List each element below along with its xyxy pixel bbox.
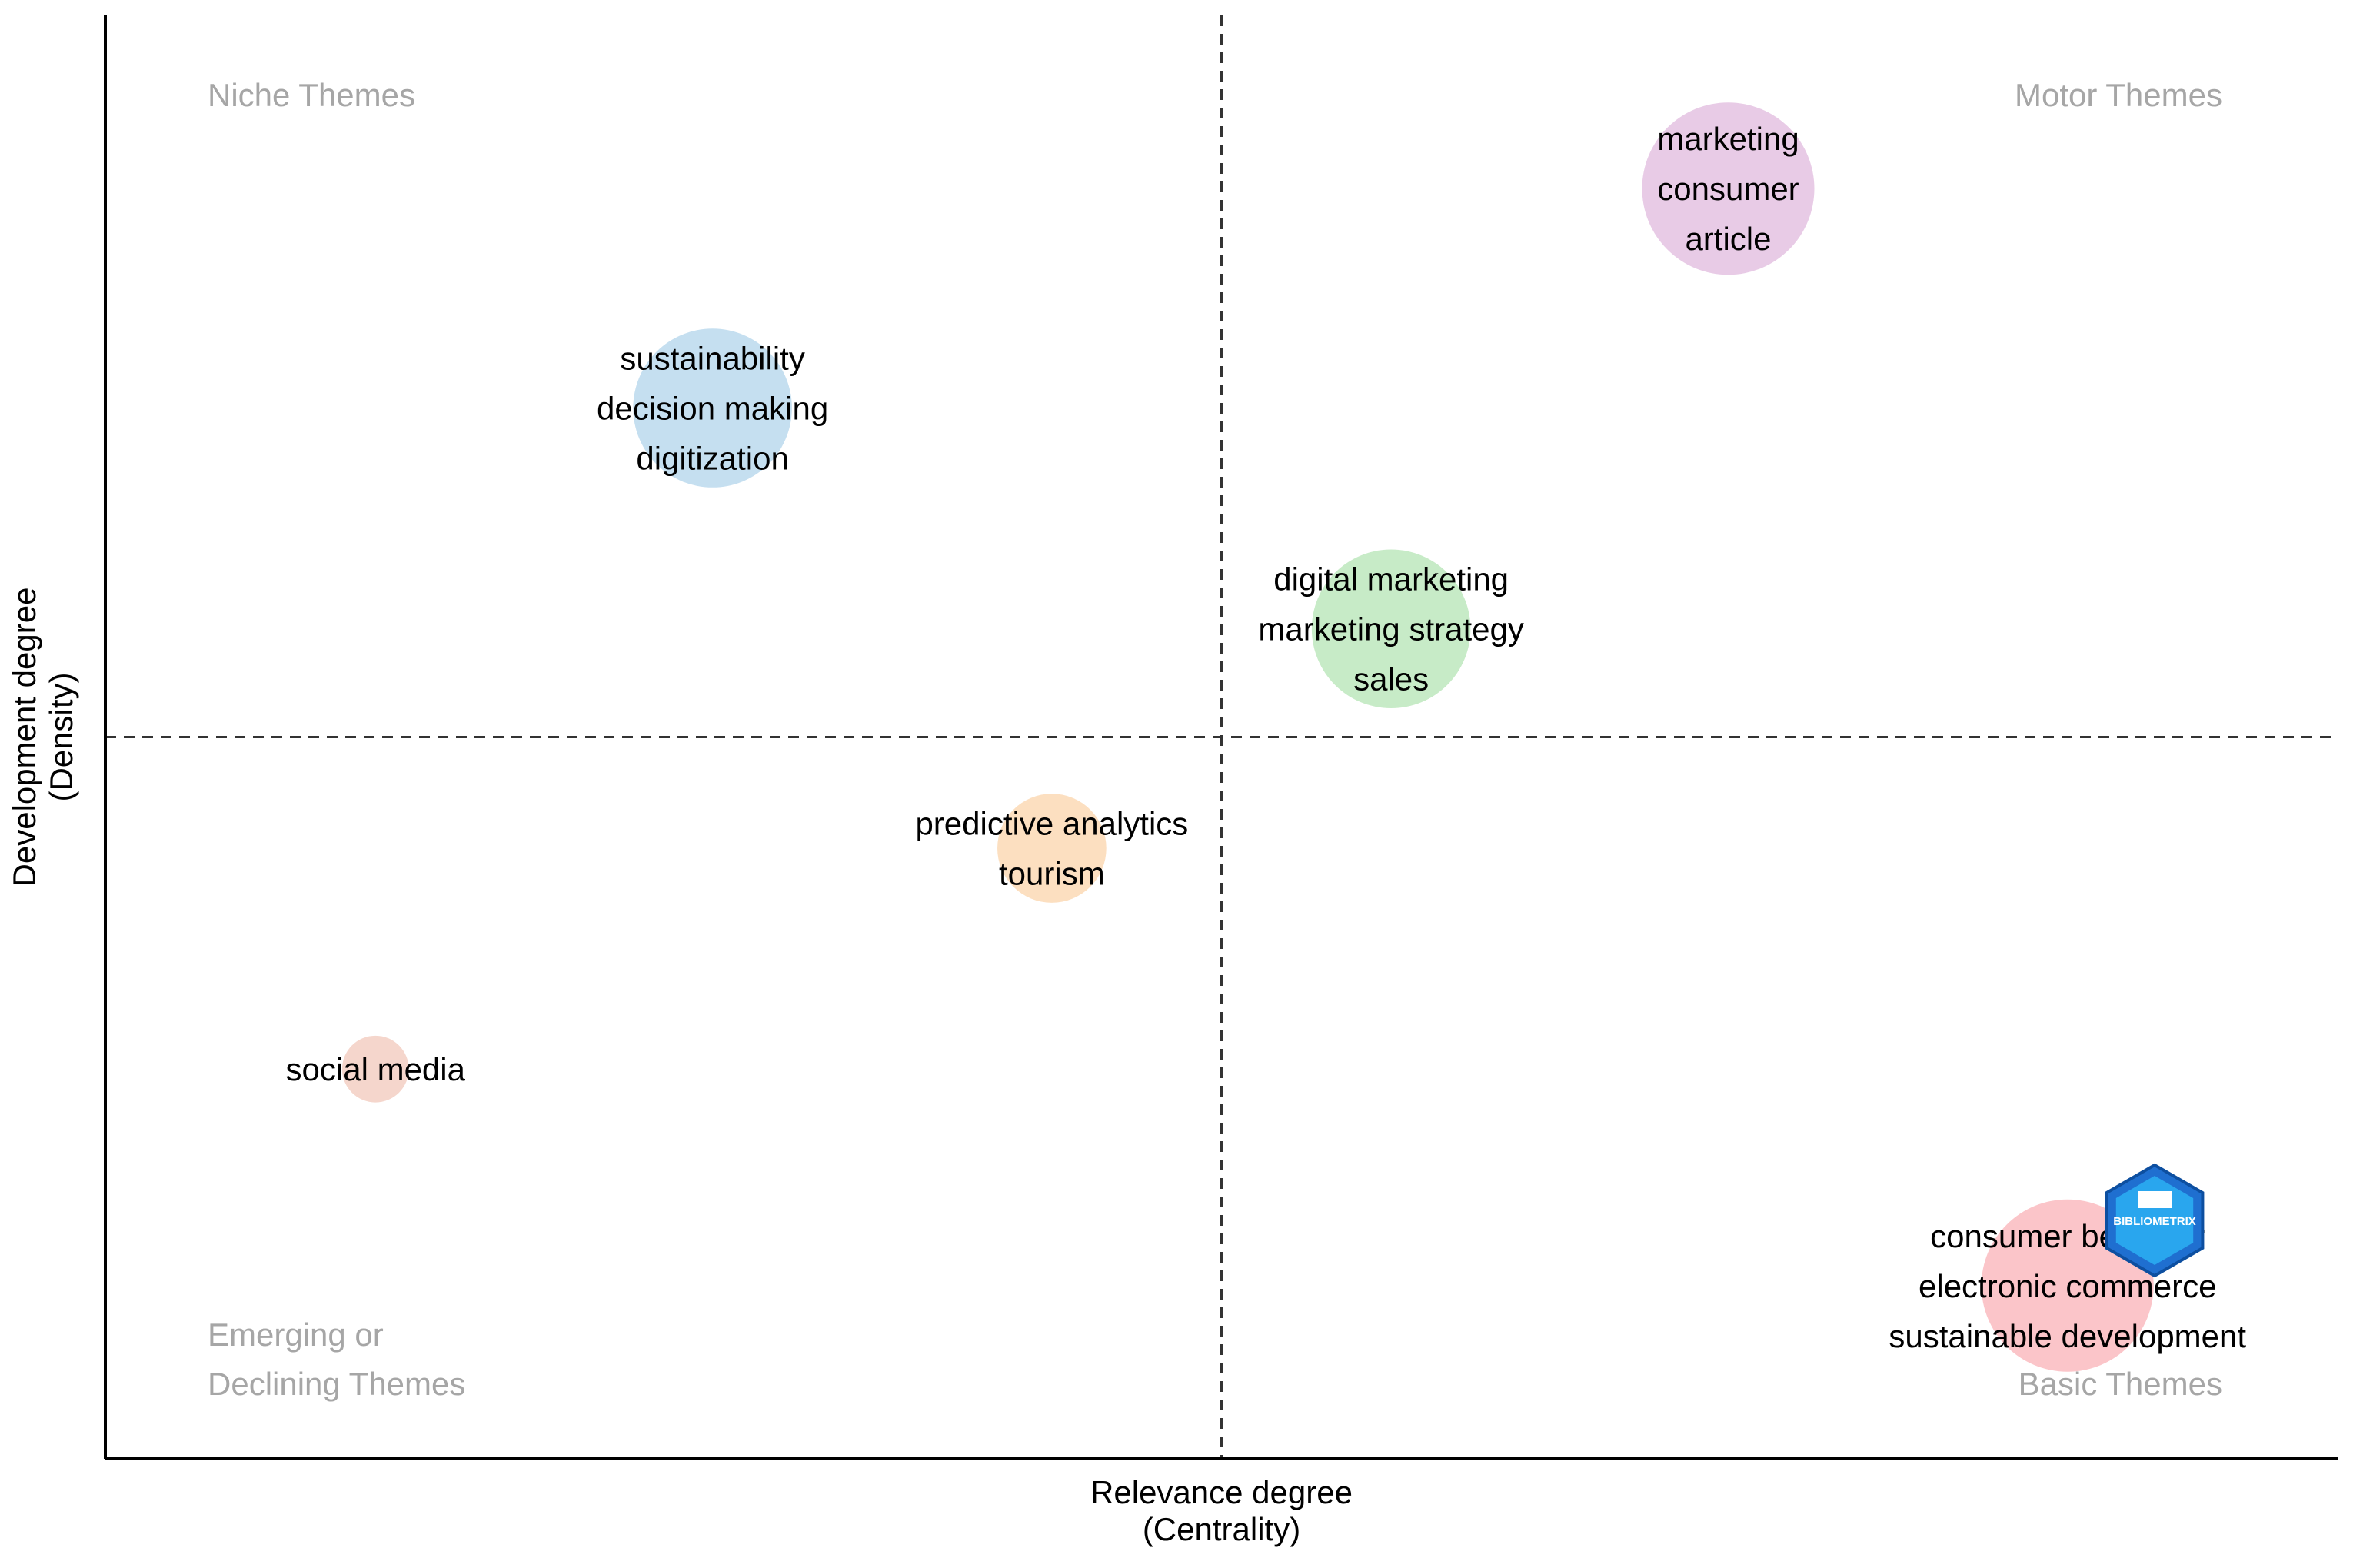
cluster-label-3-line: digital marketing [1273,561,1509,598]
logo-building-icon [2138,1191,2172,1208]
y-axis-title-group: Development degree(Density) [6,588,79,887]
cluster-label-4-line: predictive analytics [915,806,1188,842]
cluster-label-2-line: digitization [636,441,788,477]
cluster-label-4: predictive analytics tourism [915,806,1188,892]
cluster-label-3-line: marketing strategy [1258,611,1523,648]
axes [104,15,2338,1460]
cluster-label-2-line: sustainability [620,341,804,377]
y-axis-title-line: Development degree [6,588,42,887]
cluster-label-1-line: article [1685,221,1771,257]
x-axis-title-line: Relevance degree [1090,1474,1353,1510]
axis-titles: Relevance degree (Centrality) Development … [6,588,1353,1547]
basic-themes-label-line: Basic Themes [2019,1366,2222,1402]
cluster-label-2: sustainability decision making digitizatio… [597,341,828,477]
cluster-label-4-line: tourism [999,856,1105,892]
y-axis-title: Development degree(Density) [6,588,79,887]
x-axis-title-line: (Centrality) [1143,1511,1300,1547]
cluster-label-5: social media [286,1051,466,1087]
quadrant-labels: Niche Themes Motor Themes Emerging or Decli… [208,77,2222,1402]
cluster-label-1-line: marketing [1657,121,1799,157]
emerging-declining-themes-label-line: Declining Themes [208,1366,465,1402]
reference-lines [105,15,2338,1459]
cluster-bubble-4 [997,794,1107,903]
cluster-bubble-3 [1311,549,1471,708]
cluster-bubble-2 [633,328,792,488]
cluster-label-1-line: consumer [1657,171,1799,207]
bibliometrix-logo: BIBLIOMETRIX [2105,1163,2205,1278]
niche-themes-label-line: Niche Themes [208,77,415,113]
cluster-label-6-line: electronic commerce [1919,1268,2216,1304]
cluster-label-2-line: decision making [597,391,828,427]
cluster-label-3-line: sales [1353,661,1429,697]
basic-themes-label: Basic Themes [2019,1366,2222,1402]
cluster-bubbles [341,102,2154,1372]
emerging-declining-themes-label-line: Emerging or [208,1317,384,1353]
logo-watermark-text: BIBLIOMETRIX [2113,1215,2196,1228]
motor-themes-label: Motor Themes [2015,77,2222,113]
cluster-label-3: digital marketing marketing strategy sales [1258,561,1523,697]
motor-themes-label-line: Motor Themes [2015,77,2222,113]
cluster-labels: marketing consumer article sustainability de… [286,121,2247,1354]
emerging-declining-themes-label: Emerging or Declining Themes [208,1317,465,1402]
x-axis-title: Relevance degree (Centrality) [1090,1474,1353,1547]
cluster-label-1: marketing consumer article [1657,121,1799,257]
cluster-bubble-5 [341,1035,409,1103]
cluster-label-6-line: sustainable development [1889,1318,2246,1354]
logo-inner-hexagon-icon [2115,1176,2194,1265]
cluster-label-5-line: social media [286,1051,466,1087]
niche-themes-label: Niche Themes [208,77,415,113]
y-axis-title-line: (Density) [43,672,79,801]
cluster-bubble-1 [1642,102,1815,275]
